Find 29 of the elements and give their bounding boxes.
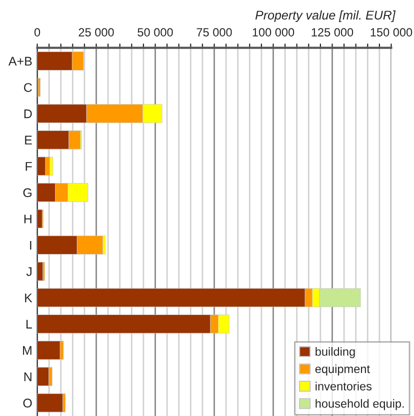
legend-label: building xyxy=(316,347,355,358)
y-tick-label: N xyxy=(24,372,32,382)
y-tick-label: E xyxy=(25,136,32,144)
bar xyxy=(38,78,41,97)
y-tick-label: J xyxy=(26,267,32,276)
x-tick-label: 125 000 xyxy=(312,28,354,36)
y-tick-label: H xyxy=(24,214,32,224)
x-tick-label: 25 000 xyxy=(78,28,114,36)
y-tick-label: M xyxy=(23,346,32,355)
bar xyxy=(37,209,42,228)
y-tick-label: O xyxy=(23,398,32,408)
y-tick-label: I xyxy=(30,241,32,250)
y-tick-label: F xyxy=(26,162,32,171)
y-tick-label: K xyxy=(25,294,32,302)
x-tick-label: 100 000 xyxy=(252,28,294,36)
x-tick-label: 0 xyxy=(34,28,40,36)
y-tick-label: C xyxy=(24,83,32,92)
x-tick-label: 50 000 xyxy=(138,28,173,36)
legend-label: inventories xyxy=(316,382,372,390)
y-tick-label: L xyxy=(26,320,32,328)
x-tick-label: 75 000 xyxy=(196,28,232,36)
legend-label: household equip. xyxy=(316,399,404,410)
y-tick-label: A+B xyxy=(8,56,32,66)
x-tick-label: 150 000 xyxy=(370,28,412,36)
bar xyxy=(37,367,50,386)
y-tick-label: G xyxy=(23,188,32,198)
legend-label: equipment xyxy=(315,364,370,376)
y-tick-label: D xyxy=(24,110,32,118)
x-axis-title: Property value [mil. EUR] xyxy=(255,10,396,22)
